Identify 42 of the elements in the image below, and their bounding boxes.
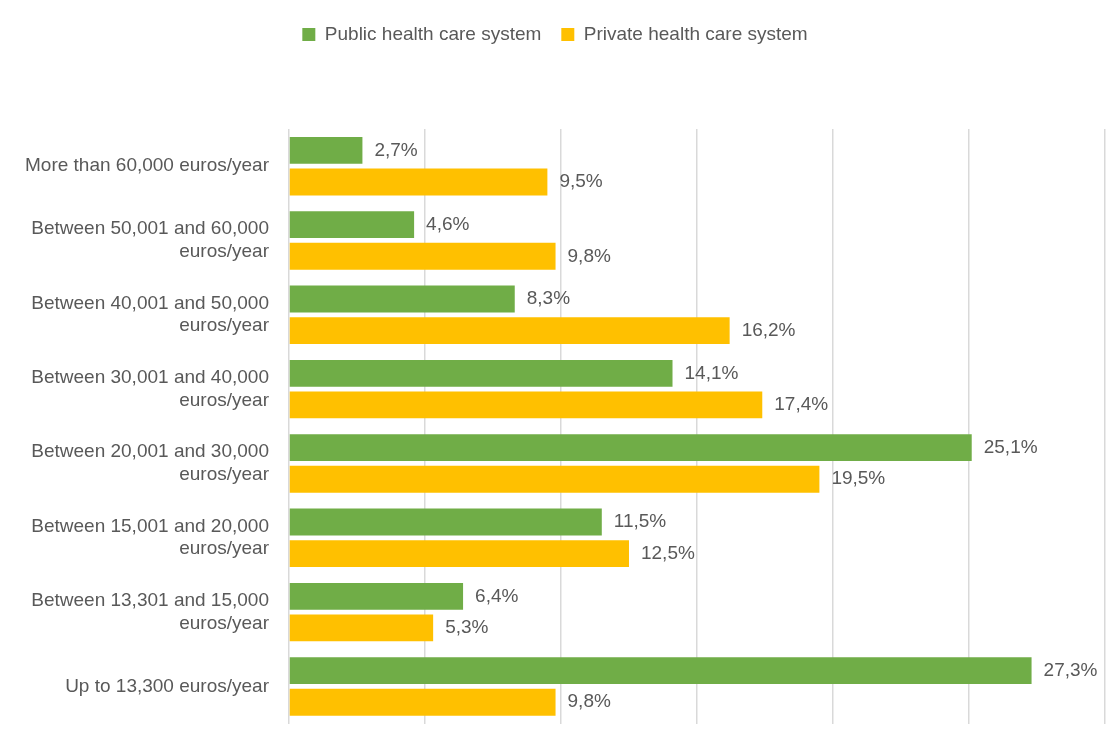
data-label: 16,2% (741, 318, 796, 340)
y-tick-label: Between 40,001 and 50,000 euros/year (31, 291, 270, 336)
bar (289, 359, 673, 387)
bar (289, 582, 464, 610)
legend-label: Public health care system (324, 22, 542, 44)
data-label: 8,3% (526, 287, 571, 309)
y-tick-label: Between 30,001 and 40,000 euros/year (31, 365, 270, 410)
y-tick-label: Between 50,001 and 60,000 euros/year (31, 217, 270, 262)
data-label: 9,5% (559, 170, 603, 192)
data-label: 19,5% (831, 467, 886, 489)
bar (289, 391, 763, 419)
bar (289, 168, 548, 196)
data-label: 12,5% (640, 541, 695, 563)
bar (289, 657, 1032, 685)
data-label: 2,7% (374, 138, 418, 160)
y-tick-label: Up to 13,300 euros/year (65, 674, 270, 696)
bar (289, 317, 730, 345)
data-label: 5,3% (445, 616, 489, 638)
data-label: 25,1% (983, 435, 1038, 457)
bar (289, 136, 363, 164)
y-tick-label: More than 60,000 euros/year (24, 154, 270, 176)
bar (289, 211, 415, 239)
data-label: 9,8% (567, 244, 611, 266)
data-label: 14,1% (684, 361, 739, 383)
bar (289, 465, 820, 493)
data-label: 9,8% (567, 690, 611, 712)
bar (289, 508, 602, 536)
legend-label: Private health care system (583, 22, 808, 44)
bar (289, 242, 556, 270)
bar (289, 614, 434, 642)
data-label: 17,4% (774, 393, 829, 415)
data-label: 27,3% (1043, 658, 1098, 680)
data-label: 4,6% (426, 212, 470, 234)
data-label: 11,5% (613, 510, 667, 532)
bar (289, 540, 629, 568)
y-tick-label: Between 15,001 and 20,000 euros/year (31, 514, 270, 559)
bar (289, 285, 515, 313)
data-label: 6,4% (475, 584, 519, 606)
y-tick-label: Between 13,301 and 15,000 euros/year (31, 588, 270, 633)
bar (289, 688, 556, 716)
bar (289, 434, 972, 462)
y-tick-label: Between 20,001 and 30,000 euros/year (31, 440, 270, 485)
